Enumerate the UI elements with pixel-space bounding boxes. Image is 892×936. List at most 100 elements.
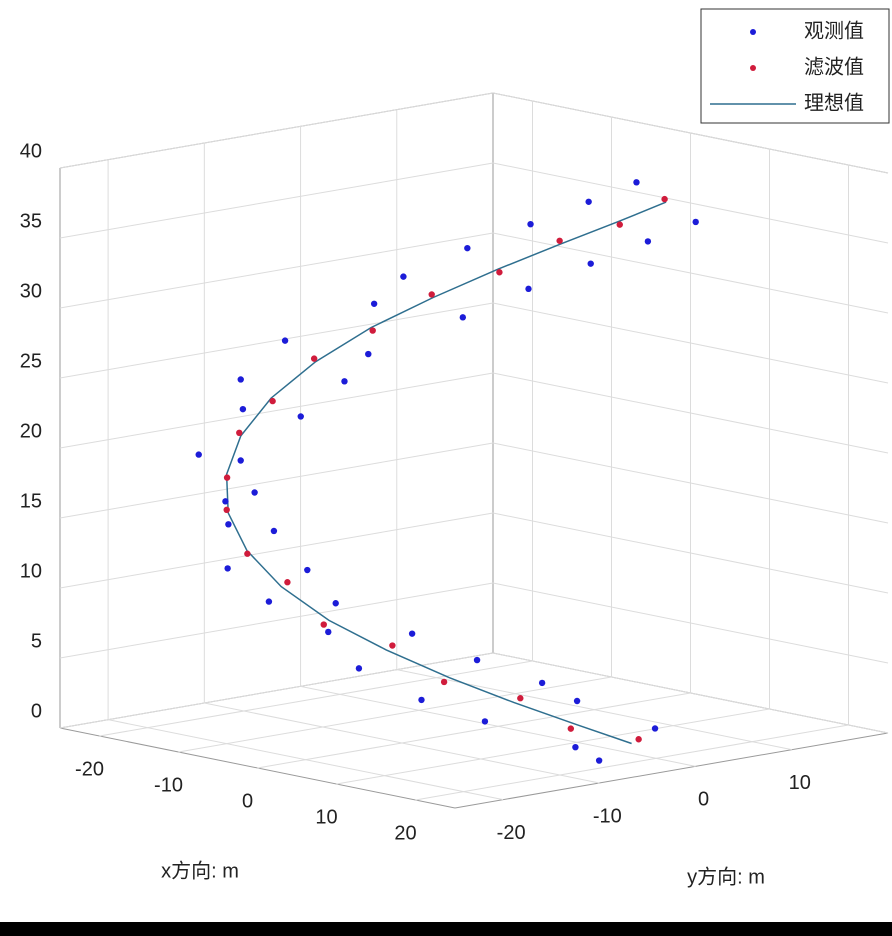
point bbox=[459, 314, 467, 321]
grid-line bbox=[59, 162, 494, 239]
legend-label: 滤波值 bbox=[804, 55, 864, 78]
point bbox=[651, 725, 659, 732]
point bbox=[616, 221, 623, 228]
grid-line bbox=[59, 652, 494, 729]
point bbox=[251, 489, 258, 496]
grid-line bbox=[108, 719, 504, 801]
point bbox=[440, 678, 448, 686]
point bbox=[635, 736, 642, 743]
point bbox=[224, 565, 231, 572]
point bbox=[269, 397, 276, 405]
point bbox=[265, 598, 273, 605]
bottom-strip bbox=[0, 922, 892, 936]
point bbox=[370, 300, 378, 307]
z-tick-label: 35 bbox=[20, 210, 42, 232]
point bbox=[496, 269, 503, 276]
point bbox=[222, 498, 229, 505]
point bbox=[556, 237, 563, 244]
x-axis-label: x方向: m bbox=[161, 859, 239, 882]
point bbox=[310, 355, 318, 362]
x-tick-label: 20 bbox=[394, 822, 416, 844]
point bbox=[332, 600, 339, 607]
x-tick-label: -10 bbox=[154, 774, 183, 796]
grid bbox=[59, 92, 889, 809]
legend-label: 理想值 bbox=[804, 91, 864, 114]
point bbox=[237, 457, 244, 464]
point bbox=[517, 695, 524, 702]
grid-line bbox=[336, 708, 770, 785]
point bbox=[661, 195, 668, 203]
point bbox=[587, 260, 594, 267]
grid-line bbox=[300, 685, 696, 767]
point bbox=[365, 350, 372, 358]
point bbox=[325, 628, 332, 636]
grid-line bbox=[99, 660, 533, 737]
x-tick-label: 10 bbox=[315, 806, 337, 828]
point bbox=[281, 337, 289, 344]
grid-line bbox=[492, 652, 889, 734]
labels: -20 -10 0 10 20 -20 -10 0 10 0 5 10 15 20 25 30 35 40 bbox=[20, 140, 811, 844]
grid-line bbox=[415, 724, 849, 801]
z-tick-label: 40 bbox=[20, 140, 42, 162]
grid-line bbox=[492, 442, 889, 524]
legend-marker bbox=[750, 29, 756, 35]
z-tick-label: 10 bbox=[20, 560, 42, 582]
point bbox=[644, 238, 652, 245]
grid-line bbox=[492, 162, 889, 244]
grid-line bbox=[59, 372, 494, 449]
grid-line bbox=[492, 232, 889, 314]
point bbox=[473, 656, 481, 664]
box-edge bbox=[454, 732, 889, 809]
y-tick-label: 10 bbox=[789, 772, 811, 794]
grid-line bbox=[492, 512, 889, 594]
z-tick-label: 20 bbox=[20, 420, 42, 442]
point bbox=[320, 621, 327, 628]
grid-line bbox=[59, 302, 494, 379]
line bbox=[225, 201, 667, 745]
plot-area bbox=[195, 179, 699, 764]
point bbox=[270, 527, 278, 535]
point bbox=[195, 451, 202, 458]
grid-line bbox=[492, 92, 889, 174]
y-tick-label: 0 bbox=[698, 789, 709, 811]
point bbox=[237, 376, 244, 383]
grid-line bbox=[178, 676, 612, 753]
point bbox=[239, 405, 247, 413]
point bbox=[527, 220, 534, 228]
legend-marker bbox=[750, 65, 756, 71]
z-tick-label: 15 bbox=[20, 490, 42, 512]
grid-line bbox=[257, 692, 691, 769]
grid-line bbox=[492, 582, 889, 664]
grid-line bbox=[492, 302, 889, 384]
point bbox=[341, 378, 348, 385]
point bbox=[585, 198, 592, 205]
point bbox=[244, 550, 251, 557]
point bbox=[355, 665, 363, 672]
point bbox=[389, 642, 396, 649]
point bbox=[297, 413, 304, 420]
point bbox=[223, 474, 231, 481]
z-tick-label: 25 bbox=[20, 350, 42, 372]
point bbox=[223, 506, 230, 514]
point bbox=[418, 696, 425, 704]
x-tick-label: 0 bbox=[242, 790, 253, 812]
point bbox=[481, 718, 489, 725]
point bbox=[304, 566, 311, 574]
point bbox=[567, 725, 575, 732]
point bbox=[400, 273, 407, 280]
y-tick-label: -10 bbox=[593, 805, 622, 827]
grid-line bbox=[59, 232, 494, 309]
point bbox=[236, 429, 243, 436]
grid-line bbox=[396, 669, 792, 751]
x-tick-label: -20 bbox=[75, 758, 104, 780]
point bbox=[284, 579, 291, 586]
point bbox=[525, 285, 532, 293]
grid-line bbox=[59, 442, 494, 519]
legend-label: 观测值 bbox=[804, 19, 864, 42]
point bbox=[538, 679, 546, 687]
grid-line bbox=[59, 512, 494, 589]
z-tick-label: 30 bbox=[20, 280, 42, 302]
point bbox=[464, 244, 471, 252]
z-tick-label: 5 bbox=[31, 630, 42, 652]
